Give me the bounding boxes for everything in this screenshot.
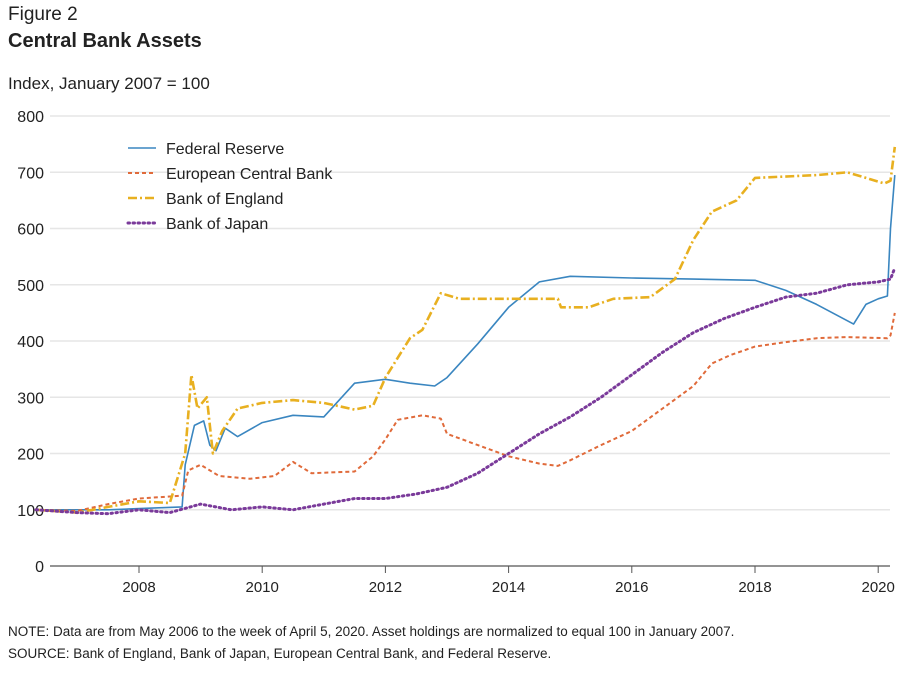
x-tick-label: 2012 (369, 579, 402, 596)
figure-label: Figure 2 (8, 4, 78, 25)
x-tick-label: 2018 (738, 579, 771, 596)
x-tick-label: 2020 (862, 579, 895, 596)
series-line-bank-of-england (36, 146, 897, 514)
y-tick-label: 500 (17, 278, 44, 295)
y-tick-label: 400 (17, 334, 44, 351)
y-tick-label: 0 (35, 559, 44, 576)
x-tick-label: 2008 (122, 579, 155, 596)
x-tick-label: 2014 (492, 579, 525, 596)
legend-label: Bank of Japan (166, 216, 268, 233)
x-tick-label: 2010 (246, 579, 279, 596)
chart-source: SOURCE: Bank of England, Bank of Japan, … (8, 646, 552, 661)
series-line-federal-reserve (36, 175, 896, 511)
legend-label: European Central Bank (166, 166, 333, 183)
y-tick-label: 700 (17, 165, 44, 182)
y-tick-label: 100 (17, 503, 44, 520)
legend-label: Federal Reserve (166, 141, 284, 158)
y-tick-label: 300 (17, 390, 44, 407)
y-tick-label: 800 (17, 109, 44, 126)
y-tick-label: 600 (17, 222, 44, 239)
legend-label: Bank of England (166, 191, 283, 208)
chart-title: Central Bank Assets (8, 30, 202, 52)
chart-note: NOTE: Data are from May 2006 to the week… (8, 624, 735, 639)
x-tick-label: 2016 (615, 579, 648, 596)
y-tick-label: 200 (17, 447, 44, 464)
y-axis-label: Index, January 2007 = 100 (8, 74, 210, 93)
series-line-bank-of-japan (34, 266, 897, 516)
series-line-european-central-bank (36, 312, 896, 512)
